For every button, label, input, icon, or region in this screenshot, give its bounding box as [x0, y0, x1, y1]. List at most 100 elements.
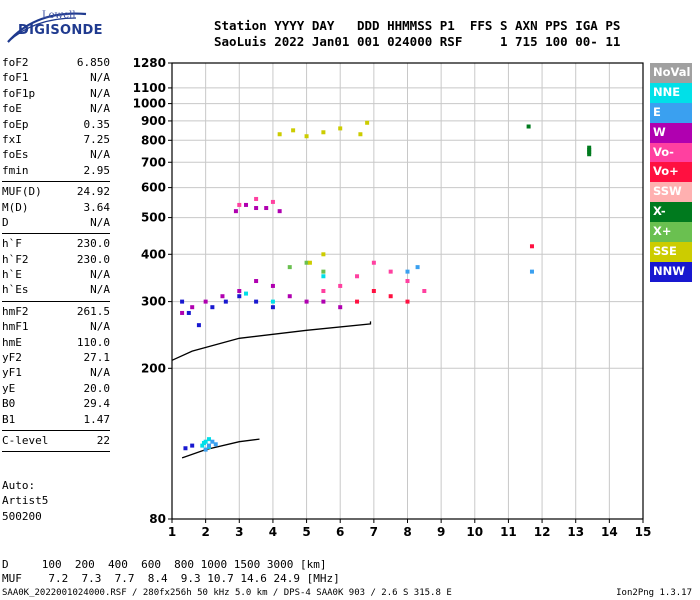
legend-item-vo: Vo- [650, 142, 692, 163]
echo-point-nne [207, 437, 212, 442]
param-row: yF1 N/A [2, 366, 110, 381]
param-value: 6.850 [76, 56, 110, 69]
param-value: 261.5 [76, 304, 110, 318]
echo-point-e [210, 439, 215, 444]
y-tick-label: 80 [149, 512, 166, 526]
x-tick-label: 3 [235, 525, 243, 539]
param-row: fmin 2.95 [2, 164, 110, 179]
echo-point-w [254, 279, 259, 284]
echo-point-w [254, 206, 259, 211]
legend-item-noval: NoVal [650, 63, 692, 83]
x-tick-label: 5 [302, 525, 310, 539]
y-tick-label: 1280 [133, 56, 166, 70]
digisonde-logo: Lowell DIGISONDE [4, 6, 154, 46]
param-separator [2, 181, 110, 183]
param-label: fmin [2, 163, 29, 177]
x-tick-label: 9 [437, 525, 445, 539]
echo-point-sse [304, 134, 309, 139]
echo-point-vo [405, 279, 410, 284]
param-value: 3.64 [83, 200, 111, 214]
echo-point-sse [307, 260, 312, 265]
param-row: B1 1.47 [2, 413, 110, 428]
legend-item-nnw: NNW [650, 261, 692, 282]
param-label: B1 [2, 412, 16, 426]
echo-point-w [264, 206, 269, 211]
param-value: N/A [90, 320, 110, 334]
param-row: h`F2 230.0 [2, 253, 110, 268]
param-row: fxI 7.25 [2, 133, 110, 148]
param-row: D N/A [2, 216, 110, 231]
x-tick-label: 6 [336, 525, 344, 539]
param-row: yE 20.0 [2, 382, 110, 397]
param-value: 27.1 [83, 351, 111, 365]
echo-point-x [587, 147, 592, 152]
param-label: B0 [2, 397, 16, 411]
echo-point-e [529, 269, 534, 274]
param-label: D [2, 215, 9, 229]
y-tick-label: 1000 [133, 97, 166, 111]
param-row: hmE 110.0 [2, 336, 110, 351]
echo-point-nne [321, 274, 326, 279]
echo-point-w [270, 283, 275, 288]
param-label: h`F2 [2, 252, 29, 266]
echo-point-x [587, 152, 592, 157]
param-value: 230.0 [76, 252, 110, 266]
param-label: M(D) [2, 200, 29, 214]
auto-label: Auto: [2, 479, 36, 492]
legend-item-x: X+ [650, 222, 692, 243]
x-tick-label: 12 [534, 525, 551, 539]
echo-point-vo [254, 196, 259, 201]
echo-point-nnw [180, 299, 185, 304]
echo-point-sse [321, 252, 326, 257]
param-row: foF2 6.850 [2, 56, 110, 71]
param-row: foEs N/A [2, 148, 110, 163]
echo-point-nnw [183, 446, 188, 451]
scaled-parameters-panel: foF2 6.850 foF1 N/A foF1p N/A foE N/A foEp 0.35 fx… [2, 56, 110, 455]
header-columns: Station YYYY DAY DDD HHMMSS P1 FFS S AXN… [214, 18, 621, 33]
param-value: N/A [90, 148, 110, 162]
param-row: foF1p N/A [2, 87, 110, 102]
x-tick-label: 8 [403, 525, 411, 539]
echo-point-vo [371, 260, 376, 265]
echo-point-e [207, 443, 212, 448]
height-profile-line [181, 438, 260, 459]
echo-point-vo [355, 274, 360, 279]
echo-point-nnw [223, 299, 228, 304]
param-label: foF1p [2, 86, 36, 100]
param-row: hmF2 261.5 [2, 305, 110, 320]
param-label: C-level [2, 433, 49, 447]
echo-point-sse [358, 132, 363, 137]
height-profile-line [171, 321, 372, 361]
echo-point-sse [365, 120, 370, 125]
y-tick-label: 200 [141, 361, 166, 375]
echo-point-x [587, 145, 592, 150]
param-separator [2, 233, 110, 235]
param-label: h`F [2, 237, 22, 251]
param-label: foE [2, 102, 22, 116]
echo-point-w [203, 299, 208, 304]
echo-point-vo [529, 244, 534, 249]
echo-point-vo [338, 283, 343, 288]
echo-point-sse [321, 130, 326, 135]
echo-point-nnw [254, 299, 259, 304]
x-tick-label: 2 [201, 525, 209, 539]
x-tick-label: 4 [269, 525, 277, 539]
echo-point-sse [338, 126, 343, 131]
param-value: 2.95 [83, 163, 111, 177]
param-label: yF1 [2, 366, 22, 380]
param-value: 230.0 [76, 237, 110, 251]
param-row: C-level 22 [2, 434, 110, 449]
echo-point-vo [371, 289, 376, 293]
station-header: Station YYYY DAY DDD HHMMSS P1 FFS S AXN… [214, 18, 620, 50]
echo-point-nnw [190, 443, 195, 448]
param-row: h`E N/A [2, 268, 110, 283]
param-row: h`F 230.0 [2, 237, 110, 252]
x-tick-label: 15 [635, 525, 652, 539]
echo-point-x [321, 269, 326, 274]
echo-point-vo [355, 299, 360, 304]
echo-point-w [287, 294, 292, 299]
x-tick-label: 7 [370, 525, 378, 539]
doppler-legend: NoVal NNE E W Vo- Vo+ SSW X- X+ SSE NNW [650, 63, 692, 282]
param-row: foEp 0.35 [2, 118, 110, 133]
